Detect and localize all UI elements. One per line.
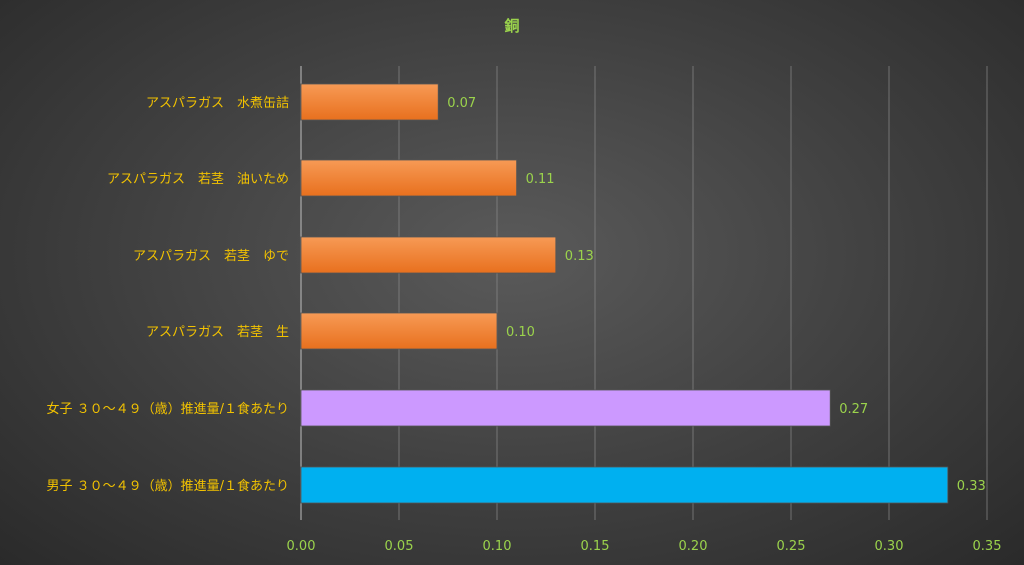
bar (300, 389, 831, 427)
category-label: アスパラガス 水煮缶詰 (146, 95, 289, 111)
bar (300, 236, 557, 274)
bar (300, 466, 949, 504)
x-tick-label: 0.25 (777, 539, 806, 554)
bar (300, 159, 518, 197)
category-label: アスパラガス 若茎 油いため (107, 171, 289, 187)
bar (300, 312, 498, 350)
labels: 0.00 0.05 0.10 0.15 0.20 0.25 0.30 0.35 アスパラガス 水… (46, 95, 1001, 554)
data-label: 0.27 (839, 402, 868, 417)
category-label: 男子 ３０～４９（歳）推進量/１食あたり (46, 478, 289, 494)
x-tick-label: 0.30 (875, 539, 904, 554)
data-label: 0.10 (506, 325, 535, 340)
x-tick-label: 0.10 (483, 539, 512, 554)
x-tick-label: 0.05 (385, 539, 414, 554)
chart-title: 銅 (504, 17, 519, 35)
data-label: 0.13 (565, 249, 594, 264)
category-label: アスパラガス 若茎 生 (146, 324, 289, 340)
x-tick-label: 0.35 (973, 539, 1002, 554)
category-label: 女子 ３０～４９（歳）推進量/１食あたり (46, 401, 289, 417)
x-tick-label: 0.15 (581, 539, 610, 554)
data-label: 0.07 (447, 96, 476, 111)
bar (300, 83, 439, 121)
bars (300, 83, 949, 504)
x-tick-label: 0.00 (287, 539, 316, 554)
data-label: 0.33 (957, 479, 986, 494)
data-label: 0.11 (526, 172, 555, 187)
category-label: アスパラガス 若茎 ゆで (133, 248, 289, 264)
x-tick-label: 0.20 (679, 539, 708, 554)
grid-lines (300, 66, 988, 520)
